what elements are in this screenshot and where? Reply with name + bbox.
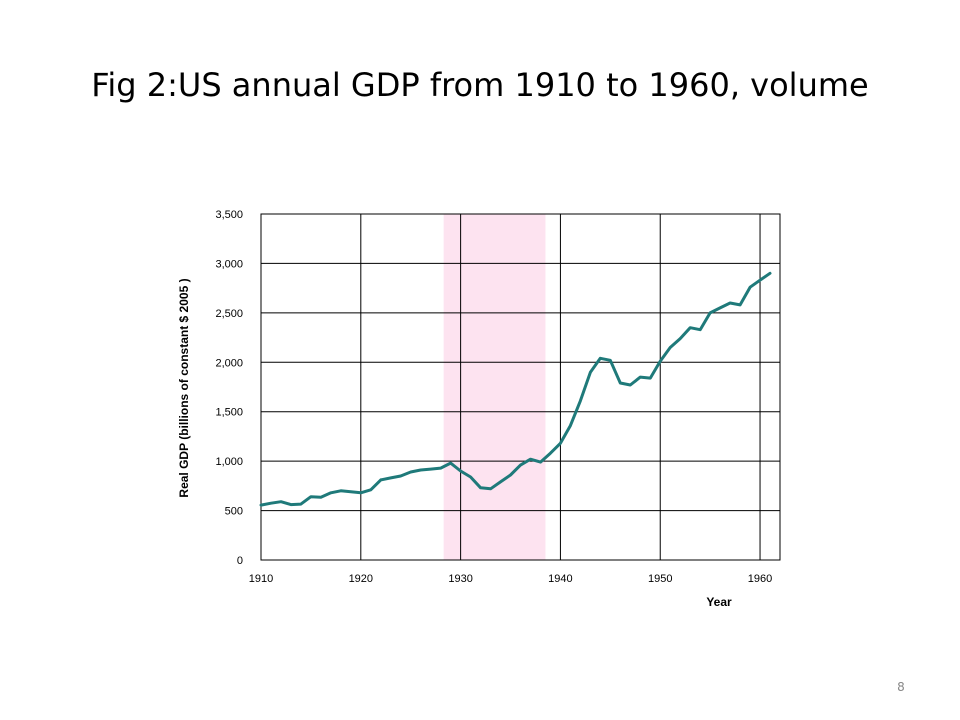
- slide-title: Fig 2:US annual GDP from 1910 to 1960, v…: [91, 66, 869, 104]
- y-tick-label: 3,000: [215, 258, 243, 270]
- x-tick-label: 1940: [548, 573, 572, 585]
- x-tick-label: 1910: [249, 573, 273, 585]
- y-tick-label: 2,500: [215, 308, 243, 320]
- plot-border: [260, 213, 781, 561]
- gdp-series-line: [259, 271, 772, 507]
- y-tick-label: 1,500: [215, 407, 243, 419]
- y-tick-label: 1,000: [215, 456, 243, 468]
- y-axis-title: Real GDP (billions of constant $ 2005 ): [177, 278, 191, 497]
- y-tick-label: 0: [237, 555, 243, 567]
- x-axis-title: Year: [706, 595, 732, 609]
- x-tick-label: 1950: [648, 573, 672, 585]
- x-tick-label: 1930: [448, 573, 472, 585]
- y-tick-label: 3,500: [215, 209, 243, 221]
- y-tick-label: 2,000: [215, 357, 243, 369]
- x-tick-label: 1920: [349, 573, 373, 585]
- page-number: 8: [897, 680, 905, 694]
- shaded-region: [443, 214, 546, 560]
- x-tick-label: 1960: [748, 573, 772, 585]
- y-tick-label: 500: [225, 506, 243, 518]
